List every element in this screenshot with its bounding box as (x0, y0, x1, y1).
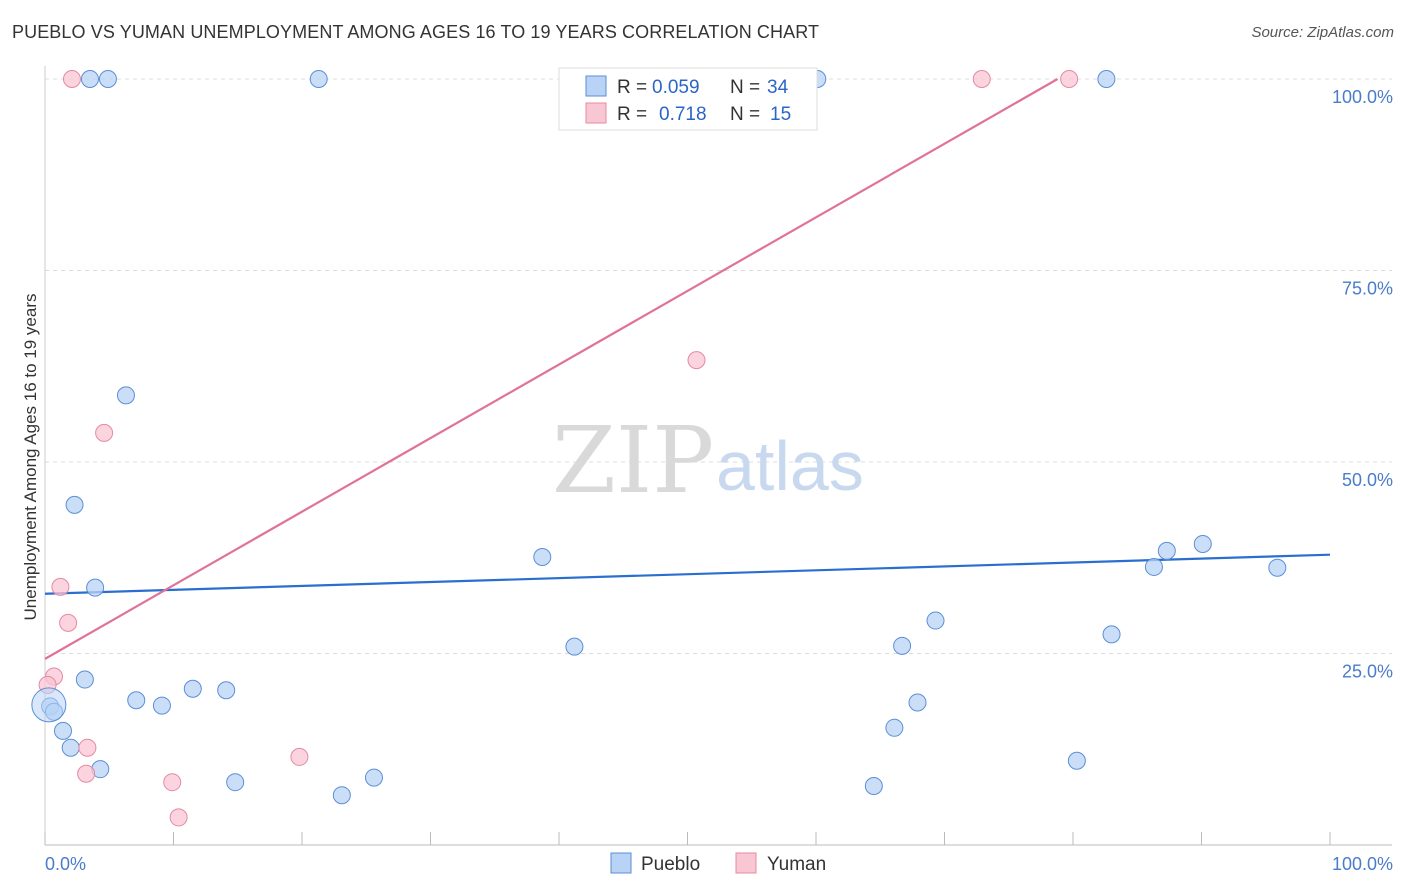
point-yuman-12 (163, 773, 182, 792)
point-pueblo-27 (885, 718, 904, 737)
point-pueblo-0 (80, 70, 99, 88)
point-yuman-2 (972, 70, 991, 88)
watermark: ZIP atlas (552, 407, 864, 514)
point-pueblo-33 (1268, 558, 1287, 577)
grid-lines (45, 78, 1392, 654)
point-pueblo-28 (1067, 751, 1086, 770)
trendline-yuman (44, 78, 1059, 660)
point-yuman-13 (290, 747, 309, 766)
point-pueblo-5 (116, 386, 135, 405)
x-tick-label-min: 0.0% (45, 854, 86, 874)
bottom-legend-label-yuman: Yuman (767, 854, 826, 875)
y-axis-title: Unemployment Among Ages 16 to 19 years (21, 294, 40, 621)
point-yuman-6 (51, 577, 70, 596)
point-pueblo-31 (1157, 541, 1176, 560)
point-pueblo-11 (127, 691, 146, 710)
legend-n-value-pueblo: 34 (767, 77, 789, 98)
point-pueblo-7 (86, 578, 105, 597)
source-credit: Source: ZipAtlas.com (1251, 24, 1394, 41)
point-yuman-7 (59, 613, 78, 632)
point-pueblo-13 (183, 679, 202, 698)
point-yuman-10 (78, 738, 97, 757)
point-pueblo-29 (1102, 625, 1121, 644)
y-tick-label: 100.0% (1332, 87, 1393, 107)
legend-n-label-pueblo: N = (730, 77, 760, 98)
y-tick-label: 25.0% (1342, 662, 1393, 682)
point-pueblo-23 (864, 777, 883, 796)
point-yuman-5 (95, 423, 114, 442)
legend-n-label-yuman: N = (730, 104, 760, 125)
point-pueblo-10 (75, 670, 94, 689)
point-pueblo-17 (53, 721, 72, 740)
y-tick-labels: 25.0% 50.0% 75.0% 100.0% (1332, 87, 1393, 682)
point-pueblo-18 (61, 738, 80, 757)
point-pueblo-26 (908, 693, 927, 712)
point-yuman-4 (687, 351, 706, 370)
point-pueblo-8 (533, 547, 552, 566)
point-pueblo-2 (309, 70, 328, 88)
bottom-legend-swatch-yuman (735, 852, 757, 874)
point-pueblo-12 (152, 696, 171, 715)
point-pueblo-32 (1193, 534, 1212, 553)
legend-n-value-yuman: 15 (770, 104, 791, 125)
legend-swatch-yuman (585, 102, 607, 124)
point-yuman-3 (1060, 70, 1079, 88)
bottom-legend-label-pueblo: Pueblo (641, 854, 700, 875)
legend-r-value-pueblo: 0.059 (652, 77, 700, 98)
point-pueblo-6 (65, 495, 84, 514)
point-pueblo-30 (1144, 557, 1163, 576)
point-pueblo-20 (226, 773, 245, 792)
point-yuman-14 (169, 808, 188, 827)
legend-r-label-yuman: R = (617, 104, 647, 125)
point-yuman-11 (77, 764, 96, 783)
point-pueblo-25 (926, 611, 945, 630)
watermark-zip: ZIP (552, 407, 714, 514)
x-tick-label-max: 100.0% (1332, 854, 1393, 874)
y-tick-label: 75.0% (1342, 279, 1393, 299)
chart-title: PUEBLO VS YUMAN UNEMPLOYMENT AMONG AGES … (12, 22, 820, 42)
legend-r-value-yuman: 0.718 (659, 104, 707, 125)
point-yuman-0 (62, 70, 81, 88)
legend-swatch-pueblo (585, 75, 607, 97)
point-pueblo-4 (1097, 70, 1116, 88)
x-tick-labels: 0.0% 100.0% (45, 854, 1393, 874)
point-pueblo-1 (98, 70, 117, 88)
series-legend: Pueblo Yuman (610, 852, 826, 875)
point-pueblo-14 (217, 681, 236, 700)
legend-r-label-pueblo: R = (617, 77, 647, 98)
point-pueblo-22 (332, 786, 351, 805)
y-tick-label: 50.0% (1342, 470, 1393, 490)
point-pueblo-24 (893, 636, 912, 655)
trendline-pueblo (44, 553, 1331, 595)
correlation-legend: R = 0.059 N = 34 R = 0.718 N = 15 (558, 67, 818, 131)
trend-lines (44, 78, 1331, 660)
watermark-atlas: atlas (716, 427, 864, 505)
point-pueblo-9 (565, 637, 584, 656)
point-pueblo-21 (364, 768, 383, 787)
data-points (31, 70, 1287, 827)
point-pueblo-cluster (31, 687, 67, 723)
bottom-legend-swatch-pueblo (610, 852, 632, 874)
